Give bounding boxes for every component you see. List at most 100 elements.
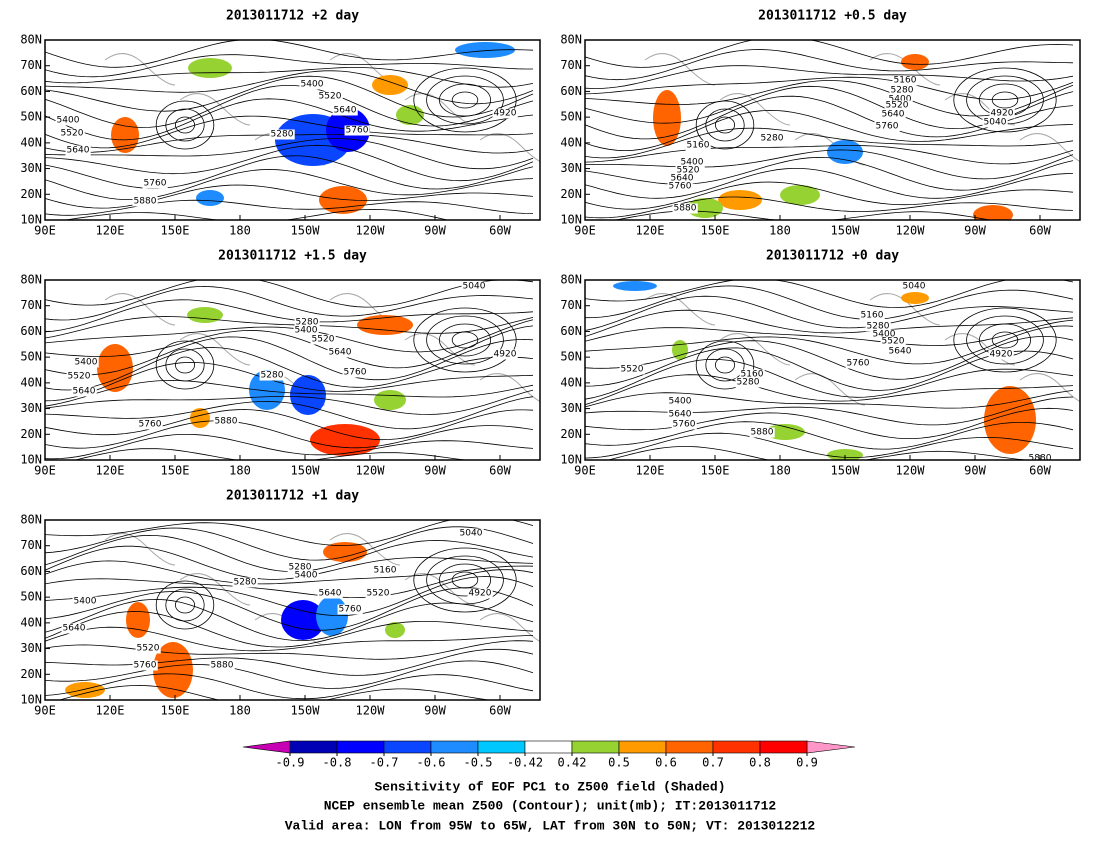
contour: [165, 588, 205, 622]
lon-label: 90E: [34, 704, 56, 718]
caption-line: Sensitivity of EOF PC1 to Z500 field (Sh…: [374, 779, 725, 794]
coastline: [944, 93, 1016, 126]
contour: [715, 116, 736, 134]
contour-label: 5280: [891, 86, 914, 96]
contour-label: 5520: [319, 92, 342, 102]
contour: [45, 396, 534, 430]
shading: [396, 105, 424, 125]
contour-label: 5400: [889, 95, 912, 105]
contour-label-bg: [310, 334, 336, 345]
lat-label: 40N: [560, 135, 582, 149]
lat-label: 60N: [560, 84, 582, 98]
contour: [585, 168, 1074, 199]
contour: [165, 108, 205, 142]
contour: [585, 285, 1074, 320]
contour: [45, 420, 534, 449]
panel-frame: [44, 39, 541, 221]
lat-label: 20N: [20, 187, 42, 201]
lon-label: 90E: [34, 464, 56, 478]
lon-label: 90W: [424, 464, 446, 478]
shading: [153, 642, 193, 698]
coastline: [404, 333, 476, 366]
map-panel: 5160528054005520564057604920504052805160…: [584, 39, 1081, 221]
contour-label: 5760: [134, 661, 157, 671]
caption-line: Valid area: LON from 95W to 65W, LAT fro…: [285, 818, 816, 833]
lon-label: 120W: [356, 704, 386, 718]
contour-label-bg: [884, 100, 910, 111]
contour: [45, 336, 534, 381]
lon-label: 150W: [291, 704, 321, 718]
contour: [174, 116, 195, 134]
contour: [45, 569, 534, 599]
contour-label: 5160: [687, 141, 710, 151]
colorbar-label: -0.7: [370, 756, 399, 770]
coastline: [104, 533, 176, 566]
shading: [111, 117, 139, 153]
contour-label-bg: [317, 588, 343, 599]
lon-label: 60W: [489, 224, 511, 238]
coastline: [329, 533, 401, 566]
contour-label: 5760: [669, 182, 692, 192]
shading: [718, 190, 762, 210]
contour-label-bg: [685, 140, 711, 151]
map-content: 5400 5520 5640 5760 5880 5280 5400 5520 5640 5760…: [45, 40, 540, 220]
contour-label: 5640: [669, 410, 692, 420]
contour-label-bg: [671, 419, 697, 430]
contour: [45, 98, 534, 141]
contour-label-bg: [871, 329, 897, 340]
contour-label: 5520: [367, 589, 390, 599]
shading: [780, 185, 820, 205]
contour: [438, 563, 491, 597]
contour: [45, 379, 534, 407]
contour-label-bg: [327, 347, 353, 358]
contour-label-bg: [735, 377, 761, 388]
map-content: 5040528054005520564057604920540055205640…: [45, 280, 540, 460]
lon-label: 150E: [701, 464, 730, 478]
lon-label: 150E: [701, 224, 730, 238]
contour: [45, 673, 534, 700]
shading: [901, 54, 929, 70]
contour-label: 5880: [134, 197, 157, 207]
contour-label: 5040: [903, 282, 926, 292]
contour: [585, 196, 1074, 219]
contour: [45, 545, 534, 580]
contour-label: 5640: [334, 106, 357, 116]
lon-label: 90E: [574, 464, 596, 478]
contour-label: 4920: [494, 109, 517, 119]
contour-label: 5640: [63, 624, 86, 634]
coastline: [944, 333, 1016, 366]
contour: [426, 75, 504, 125]
contour-label-bg: [619, 364, 645, 375]
contour-label-bg: [337, 604, 363, 615]
contour-label: 5880: [215, 417, 238, 427]
lat-label: 40N: [560, 375, 582, 389]
contour-label-bg: [287, 562, 313, 573]
contour: [426, 555, 504, 605]
contour: [585, 181, 1074, 210]
contour-label-bg: [332, 105, 358, 116]
lon-label: 90W: [964, 224, 986, 238]
contour-label: 5880: [674, 204, 697, 214]
shading: [455, 42, 515, 58]
contour: [585, 374, 1074, 406]
contour-label-bg: [294, 317, 320, 328]
contour: [45, 389, 534, 415]
contour-label-bg: [667, 409, 693, 420]
colorbar-box: [665, 740, 714, 754]
contour: [413, 307, 517, 373]
contour-label: 5640: [671, 174, 694, 184]
shading: [984, 386, 1036, 454]
lon-label: 180: [769, 224, 791, 238]
contour: [991, 331, 1019, 349]
contour: [45, 285, 534, 321]
contour-label-bg: [859, 310, 885, 321]
lon-label: 150W: [831, 224, 861, 238]
lon-label: 120E: [96, 704, 125, 718]
lat-label: 80N: [20, 33, 42, 47]
contour-label: 5520: [677, 166, 700, 176]
contour: [585, 432, 1074, 459]
panel-frame: [44, 279, 541, 461]
contour-label-bg: [492, 108, 518, 119]
lat-label: 40N: [20, 615, 42, 629]
